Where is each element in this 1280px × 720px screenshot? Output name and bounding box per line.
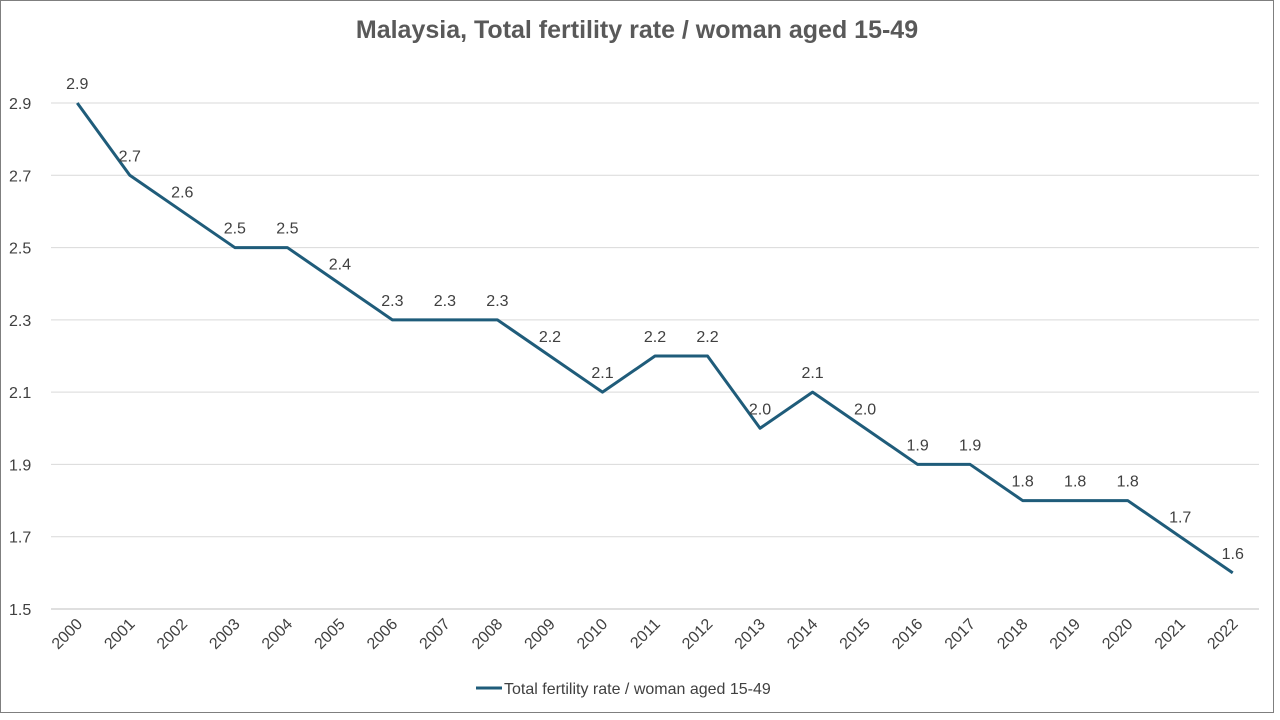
x-tick-label: 2012	[679, 616, 716, 653]
data-label: 2.0	[749, 401, 771, 418]
y-tick-label: 1.7	[9, 530, 31, 547]
y-tick-label: 2.7	[9, 168, 31, 185]
series-line	[76, 102, 1234, 575]
x-tick-label: 2009	[522, 616, 559, 653]
y-tick-label: 2.9	[9, 96, 31, 113]
x-tick-label: 2015	[837, 616, 874, 653]
data-label: 1.8	[1064, 474, 1086, 491]
x-tick-label: 2017	[942, 616, 979, 653]
y-tick-label: 2.5	[9, 241, 31, 258]
series-layer	[76, 102, 1234, 575]
data-label: 2.2	[644, 329, 666, 346]
legend: Total fertility rate / woman aged 15-49	[476, 681, 771, 698]
data-label: 2.2	[539, 329, 561, 346]
x-tick-label: 2021	[1152, 616, 1189, 653]
x-tick-label: 2011	[627, 616, 663, 652]
data-label: 2.9	[66, 76, 88, 93]
x-tick-label: 2000	[49, 616, 86, 653]
data-label: 2.7	[119, 148, 141, 165]
data-label: 2.6	[171, 184, 193, 201]
data-label: 2.1	[591, 365, 613, 382]
data-label: 1.8	[1117, 474, 1139, 491]
x-tick-label: 2006	[364, 616, 401, 653]
x-axis-ticks: 2000 2001 2002 2003 2004 2005 2006 2007 2008 2009…	[49, 616, 1242, 653]
data-label: 1.6	[1222, 546, 1244, 563]
x-tick-label: 2013	[732, 616, 769, 653]
x-tick-label: 2022	[1204, 616, 1241, 653]
x-tick-label: 2018	[994, 616, 1031, 653]
data-label: 1.9	[906, 437, 928, 454]
y-tick-label: 2.1	[9, 385, 31, 402]
data-label: 2.5	[224, 221, 246, 238]
y-tick-label: 1.9	[9, 457, 31, 474]
x-tick-label: 2020	[1099, 616, 1136, 653]
data-label: 1.7	[1169, 510, 1191, 527]
data-label: 1.8	[1012, 474, 1034, 491]
x-tick-label: 2004	[259, 616, 296, 653]
x-tick-label: 2002	[154, 616, 191, 653]
x-tick-label: 2016	[889, 616, 926, 653]
y-tick-label: 2.3	[9, 313, 31, 330]
data-label: 2.5	[276, 221, 298, 238]
data-label: 2.2	[696, 329, 718, 346]
x-tick-label: 2003	[206, 616, 243, 653]
data-label: 2.3	[486, 293, 508, 310]
x-tick-label: 2001	[101, 616, 138, 653]
data-label: 2.0	[854, 401, 876, 418]
x-tick-label: 2014	[784, 616, 821, 653]
x-tick-label: 2008	[469, 616, 506, 653]
x-tick-label: 2005	[312, 616, 349, 653]
x-tick-label: 2019	[1047, 616, 1084, 653]
y-axis-ticks: 1.5 1.7 1.9 2.1 2.3 2.5 2.7 2.9	[9, 96, 31, 619]
y-tick-label: 1.5	[9, 602, 31, 619]
x-tick-label: 2010	[574, 616, 611, 653]
legend-label: Total fertility rate / woman aged 15-49	[504, 681, 771, 698]
data-label: 2.1	[801, 365, 823, 382]
data-label: 1.9	[959, 437, 981, 454]
data-label: 2.4	[329, 257, 351, 274]
data-label: 2.3	[381, 293, 403, 310]
x-tick-label: 2007	[417, 616, 454, 653]
data-labels: 2.9 2.7 2.6 2.5 2.5 2.4 2.3 2.3 2.3 2.2 2.1 2.2 2.2 2…	[66, 76, 1244, 563]
data-label: 2.3	[434, 293, 456, 310]
chart-title: Malaysia, Total fertility rate / woman a…	[356, 16, 918, 44]
